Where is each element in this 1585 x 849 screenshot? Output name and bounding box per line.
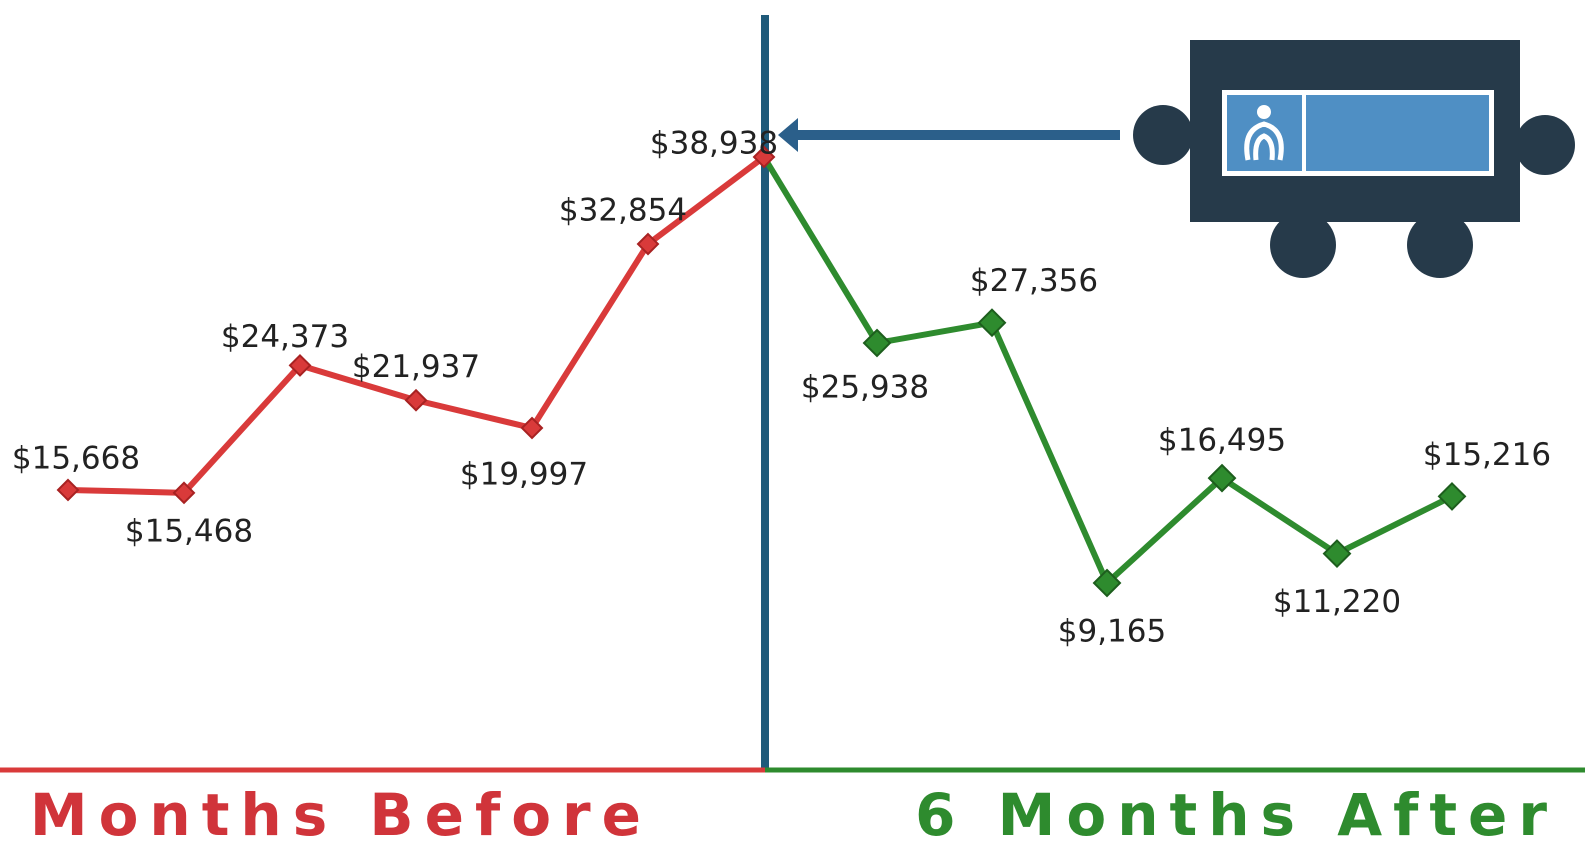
marker	[404, 388, 428, 412]
value-label: $25,938	[801, 370, 929, 406]
period-label: 6 Months After	[915, 781, 1558, 849]
marker	[752, 145, 776, 169]
value-label: $11,220	[1273, 584, 1401, 620]
value-label: $9,165	[1058, 614, 1166, 650]
marker	[520, 416, 544, 440]
marker	[977, 308, 1007, 338]
value-label: $16,495	[1158, 423, 1286, 459]
connector	[761, 155, 880, 345]
value-label: $24,373	[221, 319, 349, 355]
marker	[1092, 568, 1122, 598]
value-label: $38,938	[650, 126, 778, 162]
marker	[636, 232, 660, 256]
value-label: $21,937	[352, 349, 480, 385]
marker	[862, 328, 892, 358]
value-label: $15,668	[12, 440, 140, 476]
puzzle-knob	[1515, 115, 1575, 175]
logo-icon	[1257, 105, 1271, 119]
puzzle-knob	[1407, 212, 1473, 278]
marker	[56, 478, 80, 502]
logo-text-bg	[1306, 95, 1489, 171]
value-label: $15,468	[125, 513, 253, 549]
value-label: $32,854	[559, 193, 687, 229]
line	[876, 319, 1454, 586]
arrow-head	[778, 118, 798, 152]
marker	[1322, 539, 1352, 569]
logo	[1133, 40, 1575, 278]
marker	[1207, 463, 1237, 493]
marker	[172, 481, 196, 505]
marker	[1437, 482, 1467, 511]
puzzle-knob	[1133, 105, 1193, 165]
period-label: 6 Months Before	[0, 781, 652, 849]
value-label: $19,997	[460, 457, 588, 493]
value-label: $15,216	[1423, 437, 1551, 473]
logo-icon	[1244, 121, 1284, 161]
value-label: $27,356	[970, 263, 1098, 299]
marker	[288, 353, 312, 377]
puzzle-knob	[1270, 212, 1336, 278]
